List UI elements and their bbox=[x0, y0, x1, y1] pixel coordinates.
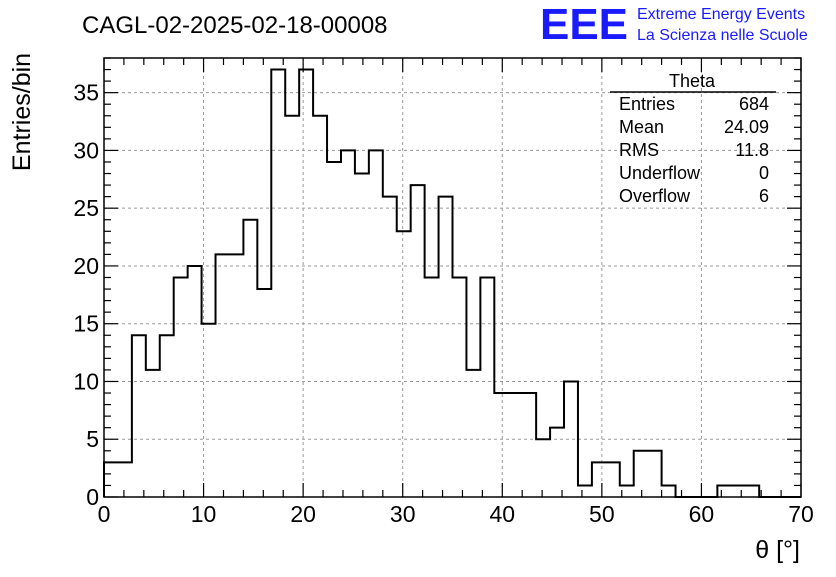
histogram-outline bbox=[103, 68, 801, 498]
y-tick-label: 20 bbox=[73, 253, 99, 279]
stats-row-label: Mean bbox=[619, 117, 664, 137]
x-tick-label: 10 bbox=[191, 501, 217, 527]
stats-row-value: 684 bbox=[739, 94, 769, 114]
x-tick-label: 40 bbox=[489, 501, 515, 527]
x-tick-label: 50 bbox=[589, 501, 615, 527]
y-axis-ticks: 0 5 10 15 20 25 30 35 bbox=[73, 57, 801, 510]
logo-line-2: La Scienza nelle Scuole bbox=[637, 27, 808, 44]
y-tick-label: 30 bbox=[73, 137, 99, 163]
x-tick-label: 60 bbox=[689, 501, 715, 527]
y-tick-label: 25 bbox=[73, 195, 99, 221]
y-axis-label: Entries/bin bbox=[8, 53, 36, 171]
x-tick-label: 70 bbox=[788, 501, 814, 527]
x-tick-label: 0 bbox=[98, 501, 111, 527]
stats-row-value: 24.09 bbox=[724, 117, 769, 137]
stats-row-label: Underflow bbox=[619, 163, 701, 183]
eee-logo: EEE bbox=[540, 0, 628, 49]
stats-row-label: Overflow bbox=[619, 186, 691, 206]
x-tick-label: 30 bbox=[390, 501, 416, 527]
stats-row-value: 6 bbox=[759, 186, 769, 206]
x-axis-label: θ [°] bbox=[755, 536, 800, 564]
y-tick-label: 5 bbox=[86, 426, 99, 452]
stats-row-value: 0 bbox=[759, 163, 769, 183]
stats-row-label: Entries bbox=[619, 94, 675, 114]
y-tick-label: 10 bbox=[73, 368, 99, 394]
logo-line-1: Extreme Energy Events bbox=[637, 6, 805, 23]
y-tick-label: 0 bbox=[86, 484, 99, 510]
stats-box: Theta Entries 684 Mean 24.09 RMS 11.8 Underflo… bbox=[610, 71, 776, 206]
chart-title: CAGL-02-2025-02-18-00008 bbox=[82, 12, 388, 39]
grid-lines bbox=[104, 58, 801, 497]
stats-box-title: Theta bbox=[669, 71, 716, 91]
x-tick-label: 20 bbox=[290, 501, 316, 527]
stats-row-value: 11.8 bbox=[735, 140, 769, 160]
y-tick-label: 15 bbox=[73, 311, 99, 337]
x-axis-ticks: 0 10 20 30 40 50 60 70 bbox=[98, 58, 814, 527]
y-tick-label: 35 bbox=[73, 80, 99, 106]
stats-row-label: RMS bbox=[619, 140, 659, 160]
